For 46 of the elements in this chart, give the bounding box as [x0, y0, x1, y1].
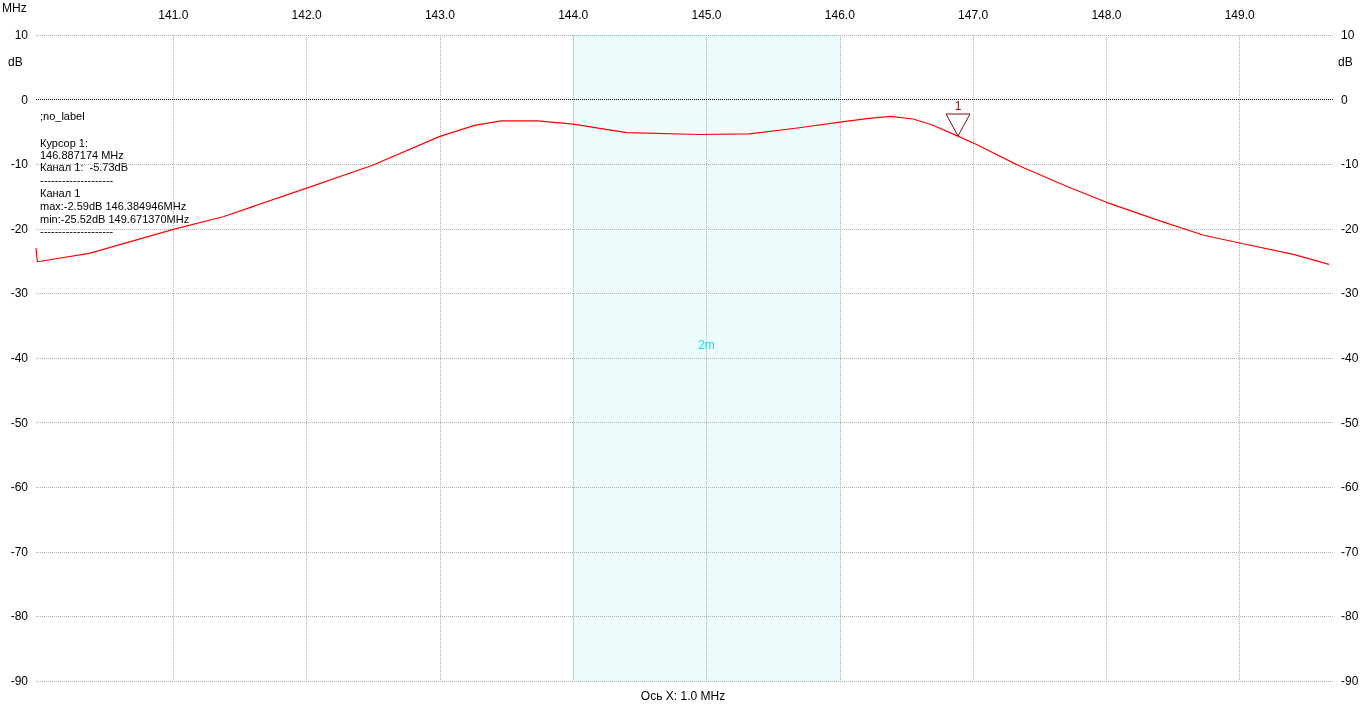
y-tick-label: -70 [10, 544, 29, 559]
annotation: min:-25.52dB 149.671370MHz [40, 213, 190, 225]
y-tick-label: -20 [10, 221, 29, 236]
y2-tick-label: -20 [1341, 221, 1359, 236]
annotation: 1 [953, 98, 963, 113]
annotation: Канал 1: -5.73dB [40, 161, 129, 173]
y-tick-label: -30 [10, 286, 29, 301]
y2-tick-label: -40 [1341, 351, 1359, 365]
x-tick-label: 147.0 [958, 8, 989, 22]
y-tick-label: -40 [10, 351, 29, 365]
y2-tick-label: 10 [1341, 28, 1355, 42]
y2-tick-label: -90 [1341, 674, 1359, 688]
y2-tick-label: -80 [1341, 609, 1359, 624]
annotation: max:-2.59dB 146.384946MHz [40, 200, 187, 212]
annotation: 146.887174 MHz [40, 149, 124, 161]
annotation: ;no_label [40, 110, 85, 122]
y2-tick-label: 0 [1341, 92, 1348, 107]
x-tick-label: 146.0 [824, 8, 856, 22]
y-tick-label: -60 [10, 480, 29, 495]
y2-tick-label: -70 [1341, 544, 1359, 559]
y-tick-label: -80 [10, 609, 29, 624]
y2-axis-title: dB [1338, 55, 1353, 69]
x-tick-label: 144.0 [558, 8, 589, 22]
x-axis-title: MHz [2, 1, 27, 15]
annotation: Канал 1 [40, 187, 81, 199]
y2-tick-label: -30 [1341, 286, 1359, 301]
annotation: -------------------- [40, 225, 114, 237]
y-tick-label: -90 [10, 674, 29, 688]
annotation: -------------------- [40, 174, 114, 186]
y2-tick-label: -10 [1341, 157, 1359, 172]
annotation: Курсор 1: [40, 137, 88, 149]
x-tick-label: 149.0 [1224, 8, 1256, 22]
y-tick-label: 10 [14, 28, 29, 42]
x-tick-label: 145.0 [691, 8, 722, 22]
x-tick-label: 142.0 [291, 8, 322, 22]
text: Ось X: 1.0 MHz [640, 689, 726, 703]
y-axis-title: dB [8, 55, 23, 69]
band-label: 2m [698, 337, 715, 352]
x-tick-label: 148.0 [1091, 8, 1122, 22]
y-tick-label: -50 [10, 415, 29, 430]
y2-tick-label: -50 [1341, 415, 1359, 430]
y-tick-label: -10 [10, 157, 29, 172]
y-tick-label: 0 [21, 92, 29, 107]
y2-tick-label: -60 [1341, 480, 1359, 495]
x-tick-label: 143.0 [424, 8, 456, 22]
x-tick-label: 141.0 [158, 8, 189, 22]
